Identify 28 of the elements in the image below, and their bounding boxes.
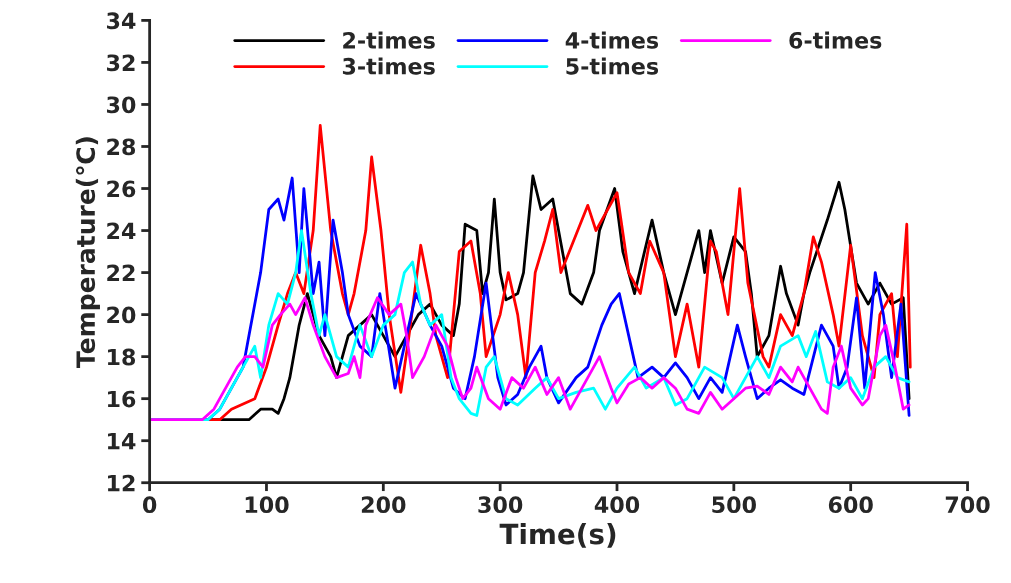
y-axis-title: Temperature(℃)	[75, 137, 100, 368]
x-tick-label: 700	[945, 496, 990, 514]
x-tick-label: 200	[361, 496, 406, 514]
legend-label: 5-times	[566, 57, 659, 75]
legend-label: 4-times	[565, 31, 659, 49]
y-tick-label: 12	[108, 474, 135, 492]
y-tick-label: 32	[107, 54, 135, 72]
x-tick-label: 500	[712, 496, 756, 514]
y-tick-label: 24	[107, 222, 136, 239]
legend-label: 3-times	[342, 57, 435, 75]
y-tick-label: 28	[107, 138, 136, 156]
y-tick-label: 14	[108, 432, 136, 450]
y-tick-label: 26	[107, 180, 136, 198]
y-tick-label: 22	[107, 264, 135, 282]
x-tick-label: 0	[142, 496, 157, 514]
y-tick-label: 30	[107, 96, 136, 114]
legend-label: 6-times	[789, 31, 882, 49]
x-axis-title: Time(s)	[499, 522, 616, 548]
x-tick-label: 400	[594, 496, 640, 514]
x-tick-label: 300	[478, 496, 523, 514]
legend-label: 2-times	[343, 31, 435, 49]
line-series	[149, 296, 911, 422]
y-tick-label: 18	[108, 348, 136, 366]
x-tick-label: 600	[828, 496, 873, 514]
y-tick-label: 34	[107, 12, 136, 30]
y-tick-label: 16	[108, 390, 136, 408]
y-tick-label: 20	[107, 306, 136, 324]
x-tick-label: 100	[245, 496, 289, 514]
